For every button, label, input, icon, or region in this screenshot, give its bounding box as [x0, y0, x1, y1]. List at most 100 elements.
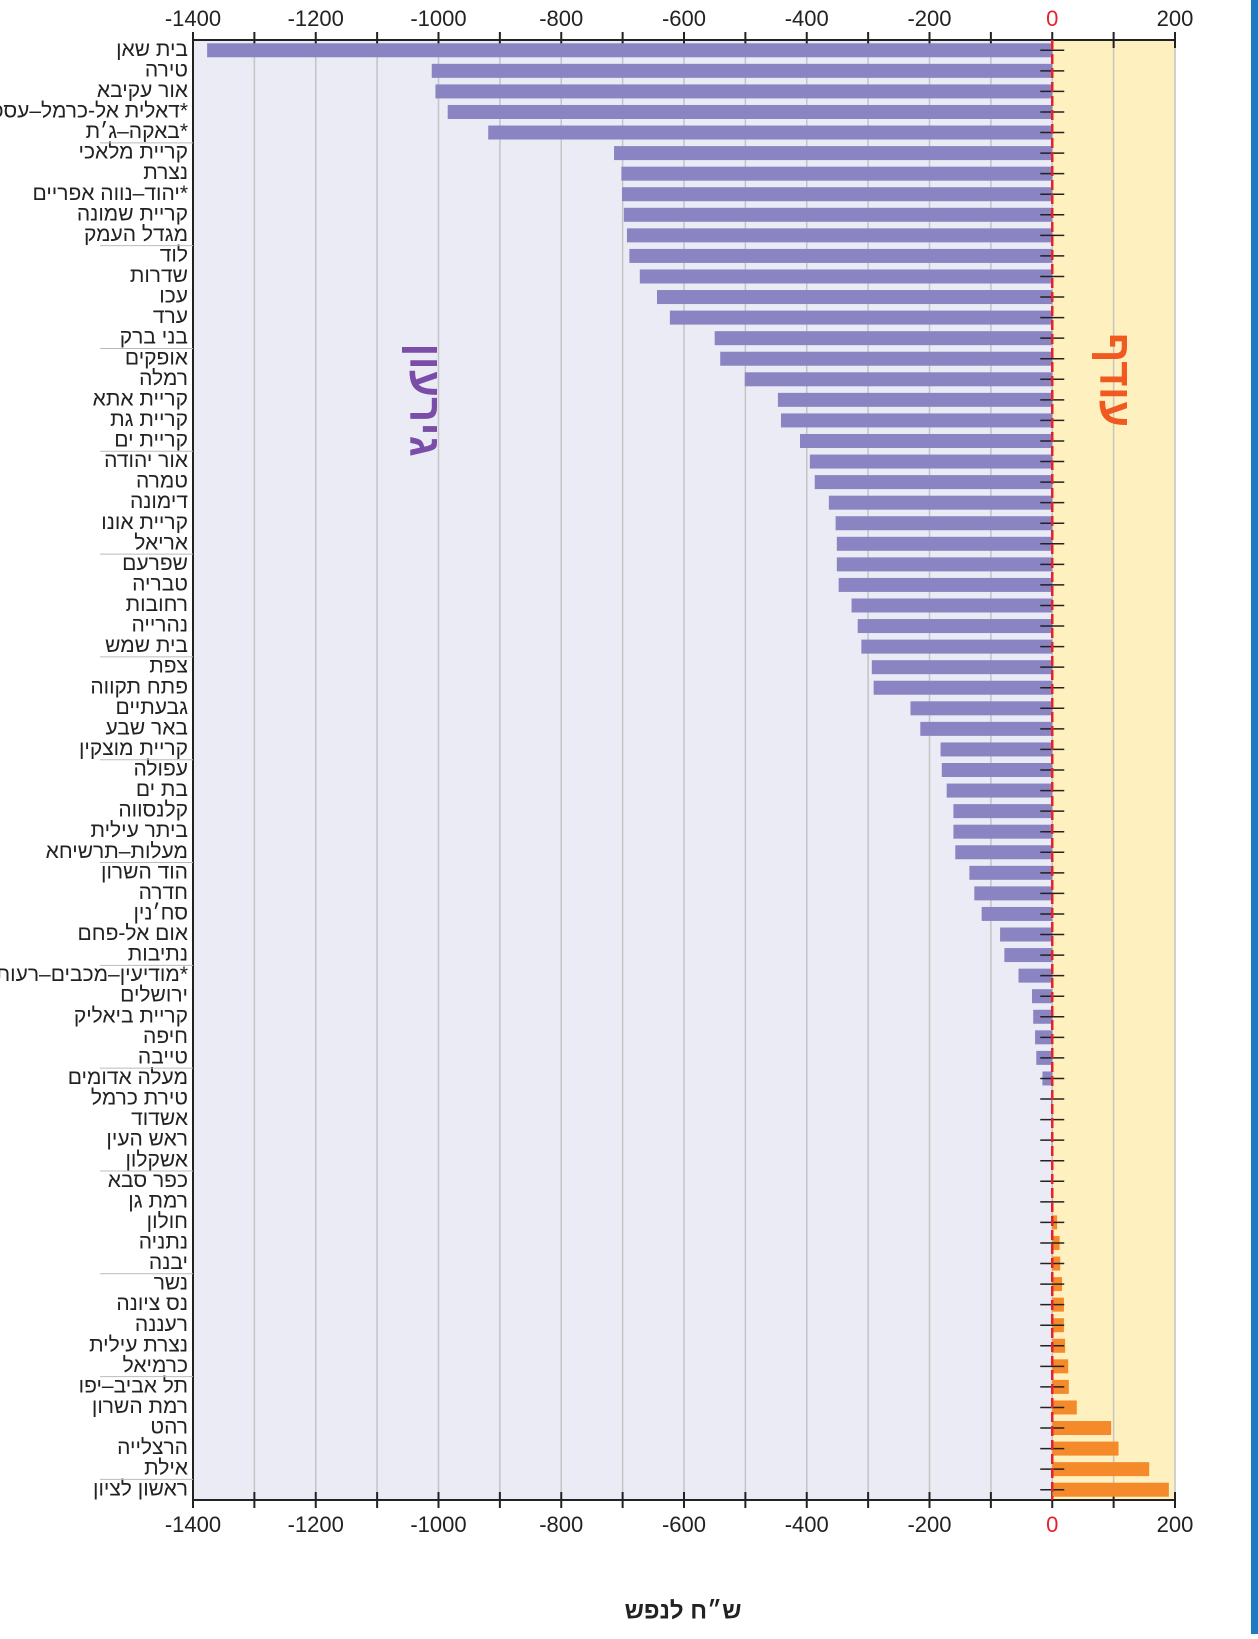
bar [1004, 948, 1053, 963]
x-tick-label: 200 [1157, 1512, 1194, 1537]
x-tick-label: -1400 [165, 6, 221, 31]
category-label: טמרה [136, 470, 188, 493]
category-label: ערד [153, 305, 188, 328]
bar [828, 495, 1053, 510]
bar [920, 721, 1053, 736]
category-label: סח׳נין [133, 901, 188, 924]
x-tick-label: 200 [1157, 6, 1194, 31]
category-label: אור עקיבא [97, 79, 188, 102]
bar [836, 557, 1053, 572]
x-tick-label: -1200 [288, 6, 344, 31]
bar [861, 639, 1053, 654]
bar [488, 125, 1053, 140]
bar [941, 763, 1053, 777]
bar [623, 207, 1053, 222]
category-label: רעננה [135, 1313, 188, 1336]
x-tick-label: -800 [539, 1512, 583, 1537]
bar [953, 804, 1053, 819]
category-label: יהוד–נווה אפריים* [33, 182, 188, 205]
category-label: טבריה [132, 572, 188, 595]
bar [777, 392, 1053, 407]
bar [838, 577, 1053, 592]
category-label: נצרת [143, 161, 188, 184]
category-label: חיפה [143, 1025, 188, 1048]
category-label: קריית ים [114, 429, 188, 452]
surplus-label: עודף [1090, 333, 1139, 427]
x-tick-label: -200 [907, 6, 951, 31]
bar [629, 248, 1053, 263]
category-label: קריית ביאליק [74, 1004, 188, 1027]
bar [614, 146, 1053, 161]
category-label: הוד השרון [101, 860, 188, 883]
bar [953, 824, 1053, 839]
bar [1052, 1441, 1119, 1456]
category-label: קריית אונו [101, 511, 188, 534]
category-label: בית שמש [105, 634, 188, 657]
category-label: צפת [149, 655, 188, 678]
category-label: טירת כרמל [91, 1087, 188, 1110]
x-tick-label: -400 [785, 6, 829, 31]
category-label: באקה–ג׳ת* [86, 120, 188, 143]
x-tick-label: -1000 [410, 1512, 466, 1537]
category-label: בת ים [136, 778, 188, 801]
bar [744, 372, 1053, 387]
category-label: שפרעם [122, 552, 188, 575]
category-label: מעלות–תרשיחא [46, 840, 188, 863]
x-tick-label: -200 [907, 1512, 951, 1537]
category-label: נשר [154, 1272, 188, 1295]
category-label: קריית מוצקין [79, 737, 188, 760]
category-label: מודיעין–מכבים–רעות* [0, 963, 188, 986]
bar [940, 742, 1053, 757]
category-label: רמת השרון [92, 1395, 188, 1418]
bar [1052, 1482, 1169, 1497]
category-label: ירושלים [120, 984, 188, 1007]
category-label: קריית שמונה [77, 202, 188, 225]
bar [780, 413, 1053, 428]
bar [857, 619, 1053, 634]
category-label: אור יהודה [104, 449, 188, 472]
bar [1052, 1421, 1112, 1436]
category-label: אריאל [134, 531, 188, 554]
category-label: ביתר עילית [90, 819, 188, 842]
category-label: מעלה אדומים [68, 1066, 188, 1089]
x-tick-label: -600 [662, 6, 706, 31]
bar [207, 43, 1053, 58]
category-label: ראשון לציון [93, 1477, 188, 1500]
bar [714, 331, 1053, 346]
bar [626, 228, 1053, 243]
bar [639, 269, 1053, 284]
bar [873, 680, 1053, 695]
x-tick-label: 0 [1046, 6, 1058, 31]
bar [1052, 1400, 1077, 1415]
bar [1018, 968, 1053, 983]
category-label: טייבה [138, 1045, 188, 1068]
category-label: דימונה [130, 490, 188, 513]
bar [955, 845, 1053, 860]
bar [974, 886, 1053, 901]
category-label: רמלה [139, 367, 188, 390]
category-label: קריית גת [110, 408, 188, 431]
category-label: הרצלייה [117, 1436, 188, 1459]
category-label: בני ברק [120, 326, 188, 349]
category-label: נהרייה [132, 614, 189, 637]
category-label: דאלית אל-כרמל–עספיא* [0, 100, 188, 123]
bar [814, 475, 1053, 490]
category-label: יבנה [149, 1251, 188, 1274]
x-tick-label: -1200 [288, 1512, 344, 1537]
category-label: נתניה [139, 1231, 188, 1254]
category-label: ראש העין [106, 1128, 188, 1151]
bar [851, 598, 1053, 613]
category-label: נתיבות [128, 943, 188, 966]
bar [969, 865, 1053, 880]
bar [836, 536, 1053, 551]
category-label: רמת גן [128, 1189, 188, 1212]
category-label: רחובות [126, 593, 188, 616]
category-label: באר שבע [106, 716, 189, 739]
x-tick-label: -600 [662, 1512, 706, 1537]
category-label: טירה [145, 58, 188, 81]
x-axis-label: ש״ח לנפש [625, 1597, 742, 1624]
deficit-label: גירעון [400, 343, 449, 456]
edge-strip [1251, 0, 1258, 1634]
category-label: שדרות [130, 264, 188, 287]
